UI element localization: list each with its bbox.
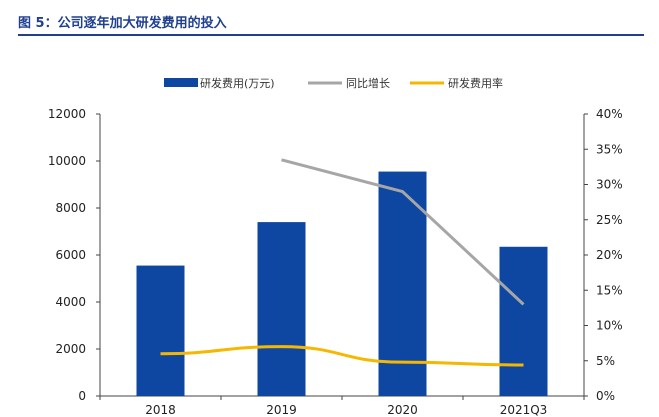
- right-tick-label: 35%: [596, 142, 623, 156]
- right-tick-label: 20%: [596, 248, 623, 262]
- title-divider: [18, 34, 644, 36]
- legend-swatch-bar: [164, 78, 198, 87]
- left-tick-label: 12000: [48, 107, 86, 121]
- left-tick-label: 8000: [55, 201, 86, 215]
- x-tick-label: 2021Q3: [500, 403, 548, 417]
- x-tick-label: 2020: [387, 403, 418, 417]
- x-tick-label: 2019: [266, 403, 297, 417]
- bar-rd-expense: [257, 222, 306, 396]
- left-tick-label: 10000: [48, 154, 86, 168]
- right-tick-label: 5%: [596, 354, 615, 368]
- left-tick-label: 0: [78, 389, 86, 403]
- legend-label-rd-expense: 研发费用(万元): [200, 76, 275, 90]
- line-rd-ratio: [160, 345, 524, 367]
- figure-title: 图 5：公司逐年加大研发费用的投入: [18, 16, 227, 31]
- left-tick-label: 2000: [55, 342, 86, 356]
- right-tick-label: 15%: [596, 283, 623, 297]
- right-tick-label: 0%: [596, 389, 615, 403]
- right-tick-label: 30%: [596, 178, 623, 192]
- right-tick-label: 25%: [596, 213, 623, 227]
- x-tick-label: 2018: [145, 403, 176, 417]
- bar-rd-expense: [499, 246, 548, 396]
- line-yoy-growth: [281, 158, 525, 306]
- legend-label-rd-ratio: 研发费用率: [448, 76, 503, 90]
- right-tick-label: 40%: [596, 107, 623, 121]
- bar-rd-expense: [378, 171, 427, 396]
- left-tick-label: 6000: [55, 248, 86, 262]
- bar-rd-expense: [136, 265, 185, 396]
- right-tick-label: 10%: [596, 319, 623, 333]
- legend-label-yoy-growth: 同比增长: [346, 76, 390, 90]
- left-tick-label: 4000: [55, 295, 86, 309]
